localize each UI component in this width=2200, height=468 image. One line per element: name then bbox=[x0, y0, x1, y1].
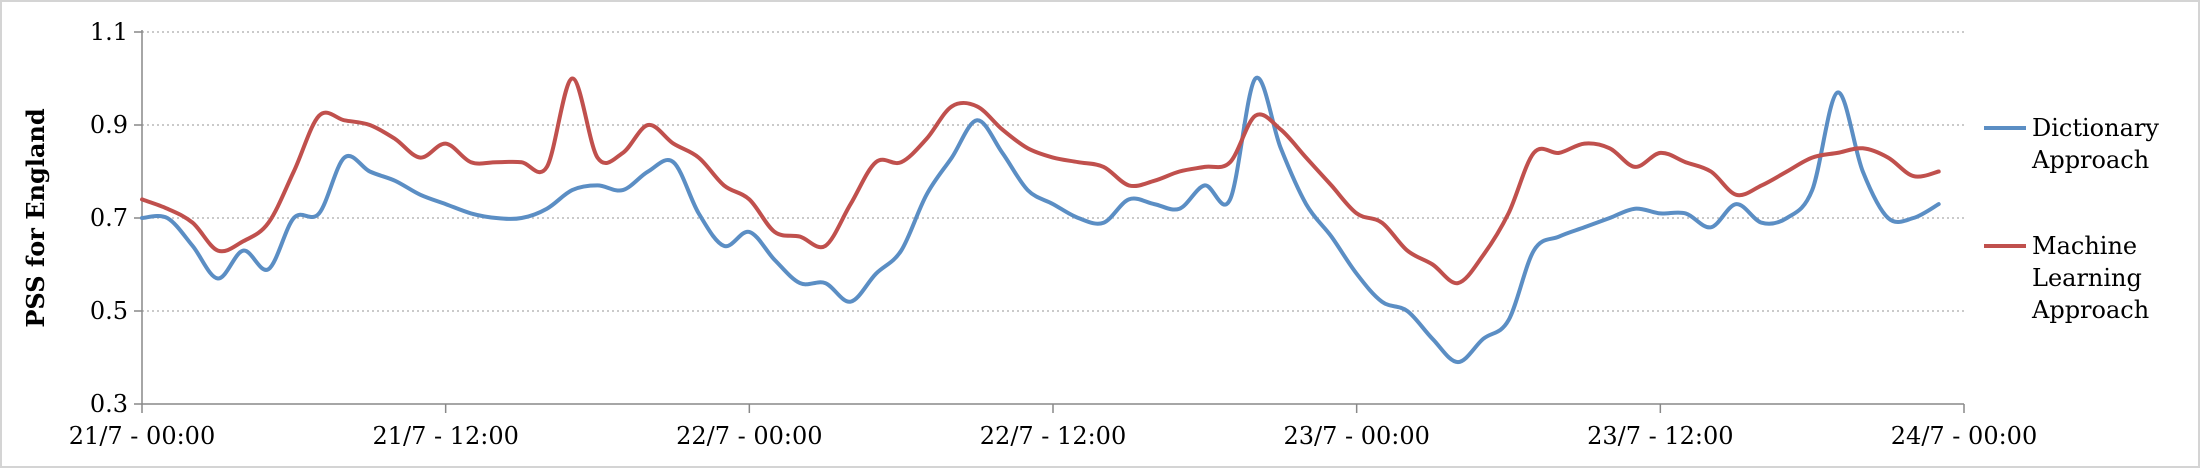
x-tick-label: 21/7 - 00:00 bbox=[69, 422, 215, 450]
x-tick-label: 24/7 - 00:00 bbox=[1891, 422, 2037, 450]
y-tick-labels: 0.3 0.5 0.7 0.9 1.1 bbox=[90, 18, 142, 418]
legend-label: Machine Learning Approach bbox=[2031, 232, 2149, 324]
y-tick-label: 0.3 bbox=[90, 390, 128, 418]
y-tick-label: 0.9 bbox=[90, 111, 128, 139]
y-tick-label: 0.5 bbox=[90, 297, 128, 325]
x-tick-label: 21/7 - 12:00 bbox=[372, 422, 518, 450]
y-tick-label: 1.1 bbox=[90, 18, 128, 46]
x-tick-label: 23/7 - 12:00 bbox=[1587, 422, 1733, 450]
x-tick-labels: 21/7 - 00:00 21/7 - 12:00 22/7 - 00:00 22/7… bbox=[69, 404, 2037, 450]
series-lines bbox=[140, 75, 1941, 365]
legend-item-2: Machine Learning Approach bbox=[1984, 232, 2149, 324]
legend-item-1: Dictionary Approach bbox=[1984, 114, 2159, 174]
x-tick-label: 22/7 - 12:00 bbox=[980, 422, 1126, 450]
y-tick-label: 0.7 bbox=[90, 204, 128, 232]
y-axis-title: PSS for England bbox=[21, 108, 50, 328]
series-line-1 bbox=[140, 75, 1941, 365]
x-tick-label: 23/7 - 00:00 bbox=[1283, 422, 1429, 450]
x-tick-label: 22/7 - 00:00 bbox=[676, 422, 822, 450]
series-line-2 bbox=[140, 76, 1941, 286]
legend: Dictionary Approach Machine Learning Approac… bbox=[1984, 114, 2159, 324]
gridlines bbox=[142, 31, 1964, 312]
legend-label: Dictionary Approach bbox=[2031, 114, 2159, 174]
